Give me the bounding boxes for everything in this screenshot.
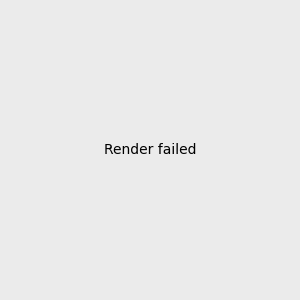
Text: Render failed: Render failed xyxy=(104,143,196,157)
